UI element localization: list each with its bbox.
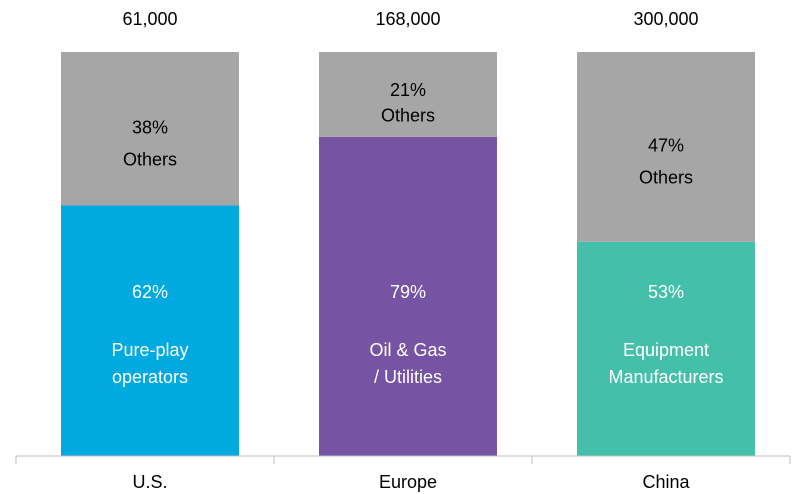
segment-label: Manufacturers	[608, 367, 723, 387]
segment-label: Pure-play	[111, 340, 188, 360]
segment-label: operators	[112, 367, 188, 387]
value-label: 47%	[648, 136, 684, 156]
segment-label: Oil & Gas	[369, 340, 446, 360]
segment-label: Others	[123, 150, 177, 170]
value-label: 79%	[390, 282, 426, 302]
value-label: 21%	[390, 80, 426, 100]
segment-label: / Utilities	[374, 367, 442, 387]
x-tick-label: Europe	[379, 472, 437, 492]
bar-segment	[61, 52, 239, 206]
total-label: 168,000	[375, 9, 440, 29]
segment-label: Equipment	[623, 340, 709, 360]
segment-label: Others	[639, 168, 693, 188]
total-label: 61,000	[122, 9, 177, 29]
total-label: 300,000	[633, 9, 698, 29]
bar-segment	[577, 241, 755, 456]
segment-label: Others	[381, 106, 435, 126]
bar-segment	[577, 52, 755, 242]
bar-segment	[319, 136, 497, 456]
bar-segment	[319, 52, 497, 137]
value-label: 62%	[132, 282, 168, 302]
x-tick-label: U.S.	[132, 472, 167, 492]
x-tick-label: China	[642, 472, 690, 492]
bar-segment	[61, 205, 239, 456]
value-label: 53%	[648, 282, 684, 302]
value-label: 38%	[132, 118, 168, 138]
